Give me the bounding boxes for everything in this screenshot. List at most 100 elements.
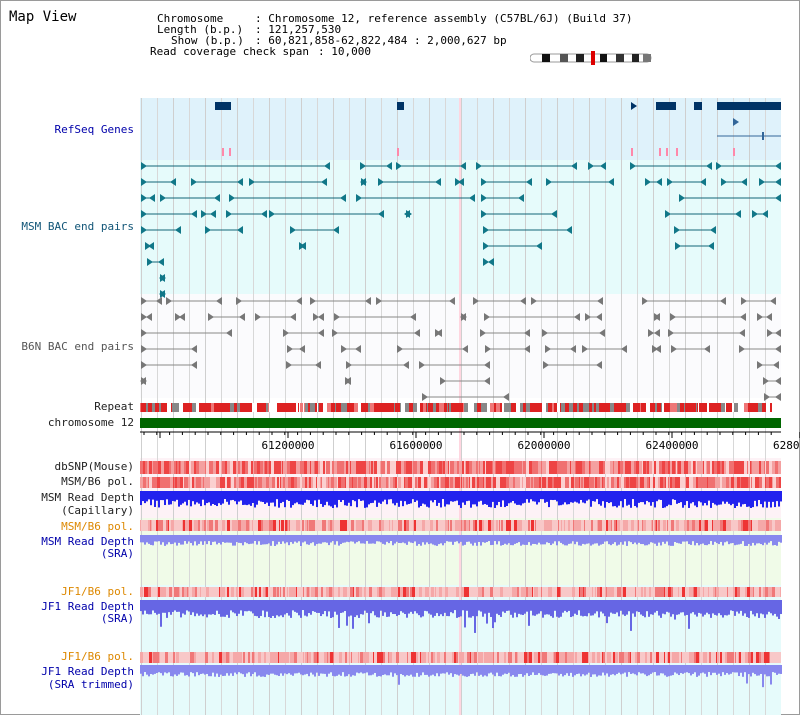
jf1-trimmed-depth-bar bbox=[662, 665, 664, 674]
msm-sra-depth-bar bbox=[254, 535, 256, 542]
msm-pol-cell bbox=[334, 477, 337, 488]
jf1-pol-cell bbox=[318, 587, 321, 597]
jf1-trimmed-depth-bar bbox=[276, 665, 278, 676]
msm-sra-depth-bar bbox=[312, 535, 314, 543]
capillary-depth-bar bbox=[438, 491, 440, 503]
jf1-pol-cell bbox=[253, 587, 255, 597]
msm-sra-depth-bar bbox=[434, 535, 436, 546]
msm-sra-depth-bar bbox=[764, 535, 766, 543]
msm-pol-cell bbox=[317, 477, 320, 488]
msm-sra-pol-cell bbox=[717, 520, 720, 531]
jf1-trimmed-depth-bar bbox=[506, 665, 508, 675]
jf1-pol2-cell bbox=[652, 652, 653, 663]
b6n-bac-pair-end bbox=[585, 313, 591, 321]
jf1-sra-depth-bar bbox=[600, 600, 602, 612]
msm-sra-pol-cell bbox=[597, 520, 598, 531]
msm-pol-cell bbox=[638, 477, 640, 488]
jf1-pol-cell bbox=[595, 587, 596, 597]
msm-sra-depth-bar bbox=[196, 535, 198, 546]
dbsnp-cell bbox=[194, 461, 196, 474]
msm-sra-depth-bar bbox=[352, 535, 354, 542]
jf1-trimmed-depth-bar bbox=[724, 665, 726, 675]
jf1-sra-depth-bar bbox=[342, 600, 344, 613]
msm-pol-cell bbox=[357, 477, 358, 488]
msm-sra-pol-cell bbox=[179, 520, 182, 531]
msm-sra-pol-cell bbox=[323, 520, 326, 531]
jf1-trimmed-depth-bar bbox=[582, 665, 584, 675]
jf1-pol2-cell bbox=[452, 652, 454, 663]
jf1-trimmed-depth-bar bbox=[474, 665, 476, 676]
msm-pol-cell bbox=[349, 477, 350, 488]
capillary-depth-bar bbox=[198, 491, 200, 504]
jf1-pol2-cell bbox=[343, 652, 345, 663]
msm-pol-cell bbox=[218, 477, 220, 488]
dbsnp-cell bbox=[571, 461, 574, 474]
msm-sra-pol-cell bbox=[464, 520, 466, 531]
dbsnp-cell bbox=[560, 461, 562, 474]
jf1-pol2-cell bbox=[751, 652, 753, 663]
jf1-pol-cell bbox=[728, 587, 730, 597]
jf1-sra-depth-bar bbox=[378, 600, 380, 618]
jf1-pol2-cell bbox=[224, 652, 226, 663]
jf1-trimmed-depth-bar bbox=[452, 665, 454, 677]
msm-sra-depth-bar bbox=[636, 535, 638, 545]
jf1-sra-depth-bar bbox=[544, 600, 546, 615]
jf1-sra-depth-bar bbox=[440, 600, 442, 615]
jf1-pol-cell bbox=[605, 587, 606, 597]
dbsnp-cell bbox=[512, 461, 514, 474]
jf1-pol-cell bbox=[426, 587, 429, 597]
dbsnp-cell bbox=[344, 461, 346, 474]
jf1-trimmed-depth-bar bbox=[316, 665, 318, 673]
b6n-bac-pair-end bbox=[346, 361, 352, 369]
dbsnp-cell bbox=[230, 461, 233, 474]
jf1-trimmed-depth-bar bbox=[744, 665, 746, 673]
jf1-pol2-cell bbox=[719, 652, 720, 663]
msm-pol-cell bbox=[597, 477, 600, 488]
repeat-segment bbox=[421, 403, 422, 412]
chromosome-ideogram[interactable] bbox=[530, 51, 652, 65]
msm-pol-cell bbox=[386, 477, 388, 488]
repeat-segment bbox=[622, 403, 626, 412]
dbsnp-cell bbox=[233, 461, 236, 474]
repeat-segment bbox=[312, 403, 315, 412]
jf1-pol2-cell bbox=[672, 652, 673, 663]
b6n-bac-pair-end bbox=[436, 329, 442, 337]
msm-bac-pair-end bbox=[700, 178, 706, 186]
msm-sra-pol-cell bbox=[246, 520, 249, 531]
b6n-bac-pair-end bbox=[208, 313, 214, 321]
jf1-pol-cell bbox=[255, 587, 257, 597]
msm-bac-pair-end bbox=[149, 194, 155, 202]
jf1-trimmed-depth-bar bbox=[540, 665, 542, 675]
msm-bac-pair-end bbox=[716, 162, 722, 170]
msm-sra-pol-cell bbox=[614, 520, 616, 531]
capillary-depth-bar bbox=[214, 491, 216, 505]
jf1-trimmed-depth-bar bbox=[330, 665, 332, 673]
jf1-trimmed-depth-bar bbox=[444, 665, 446, 674]
jf1-pol-cell bbox=[537, 587, 538, 597]
b6n-bac-pair-end bbox=[654, 329, 660, 337]
capillary-depth-bar bbox=[428, 491, 430, 508]
jf1-pol-cell bbox=[251, 587, 253, 597]
jf1-pol2-cell bbox=[407, 652, 408, 663]
msm-pol-cell bbox=[720, 477, 722, 488]
jf1-pol2-cell bbox=[153, 652, 155, 663]
repeat-segment bbox=[300, 403, 303, 412]
dbsnp-cell bbox=[435, 461, 437, 474]
jf1-trimmed-depth-bar bbox=[146, 665, 148, 675]
msm-sra-pol-cell bbox=[475, 520, 477, 531]
msm-pol-cell bbox=[751, 477, 752, 488]
msm-sra-pol-cell bbox=[374, 520, 377, 531]
msm-sra-pol-cell bbox=[426, 520, 429, 531]
jf1-pol-cell bbox=[259, 587, 261, 597]
msm-sra-pol-cell bbox=[364, 520, 367, 531]
msm-sra-depth-bar bbox=[648, 535, 650, 545]
msm-sra-depth-bar bbox=[176, 535, 178, 546]
jf1-pol2-cell bbox=[572, 652, 574, 663]
msm-pol-cell bbox=[683, 477, 685, 488]
jf1-pol-cell bbox=[533, 587, 534, 597]
jf1-pol-cell bbox=[602, 587, 605, 597]
msm-sra-depth-bar bbox=[170, 535, 172, 545]
jf1-sra-depth-bar bbox=[550, 600, 552, 617]
capillary-depth-bar bbox=[368, 491, 370, 505]
